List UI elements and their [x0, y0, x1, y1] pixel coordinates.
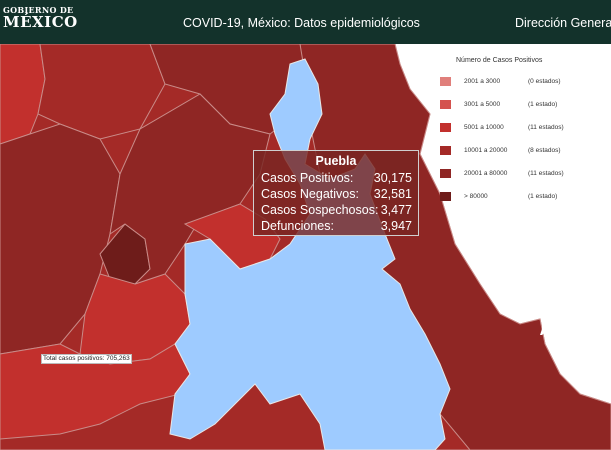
legend-count: (1 estado): [528, 101, 558, 108]
legend-count: (0 estados): [528, 78, 561, 85]
tooltip-row-label: Defunciones:: [261, 219, 334, 233]
legend-range: 5001 a 10000: [464, 124, 504, 131]
tooltip-row-value: 30,175: [373, 171, 412, 185]
legend-swatch: [440, 146, 451, 155]
header-right-text: Dirección General d: [515, 16, 611, 30]
page-title: COVID-19, México: Datos epidemiológicos: [183, 16, 420, 30]
legend-count: (11 estados): [528, 124, 564, 131]
tooltip-row-label: Casos Positivos:: [261, 171, 354, 185]
legend-range: 10001 a 20000: [464, 147, 508, 154]
legend-range: > 80000: [464, 193, 488, 200]
choropleth-map[interactable]: [0, 44, 611, 450]
legend-swatch: [440, 123, 451, 132]
site-header: GOBIERNO DE MÉXICO COVID-19, México: Dat…: [0, 0, 611, 44]
legend-swatch: [440, 192, 451, 201]
legend-range: 3001 a 5000: [464, 101, 501, 108]
legend-count: (11 estados): [528, 170, 564, 177]
map-legend: Número de Casos Positivos 2001 a 3000 (0 …: [432, 52, 607, 212]
legend-range: 20001 a 80000: [464, 170, 508, 177]
tooltip-row: Defunciones: 3,947: [261, 219, 412, 235]
tooltip-row-label: Casos Sospechosos:: [261, 203, 379, 217]
state-tooltip: Puebla Casos Positivos: 30,175 Casos Neg…: [253, 150, 419, 236]
map-canvas[interactable]: [0, 44, 611, 450]
legend-count: (1 estado): [528, 193, 558, 200]
legend-count: (8 estados): [528, 147, 561, 154]
logo-line-1: GOBIERNO DE: [3, 5, 74, 15]
legend-title: Número de Casos Positivos: [456, 57, 543, 64]
tooltip-row: Casos Sospechosos: 3,477: [261, 203, 412, 219]
logo-line-2: MÉXICO: [3, 13, 78, 31]
tooltip-row-value: 3,477: [380, 203, 412, 217]
legend-swatch: [440, 77, 451, 86]
airplane-icon: [540, 321, 578, 345]
tooltip-row: Casos Positivos: 30,175: [261, 171, 412, 187]
tooltip-row-value: 32,581: [373, 187, 412, 201]
legend-range: 2001 a 3000: [464, 78, 501, 85]
tooltip-row-label: Casos Negativos:: [261, 187, 359, 201]
legend-swatch: [440, 100, 451, 109]
tooltip-state-name: Puebla: [315, 154, 357, 168]
tooltip-row-value: 3,947: [380, 219, 412, 233]
gobierno-mexico-logo[interactable]: GOBIERNO DE MÉXICO: [3, 6, 78, 30]
state-region-center[interactable]: [109, 93, 271, 285]
total-positive-cases-label: Total casos positivos: 705,263: [41, 354, 132, 364]
legend-swatch: [440, 169, 451, 178]
tooltip-row: Casos Negativos: 32,581: [261, 187, 412, 203]
